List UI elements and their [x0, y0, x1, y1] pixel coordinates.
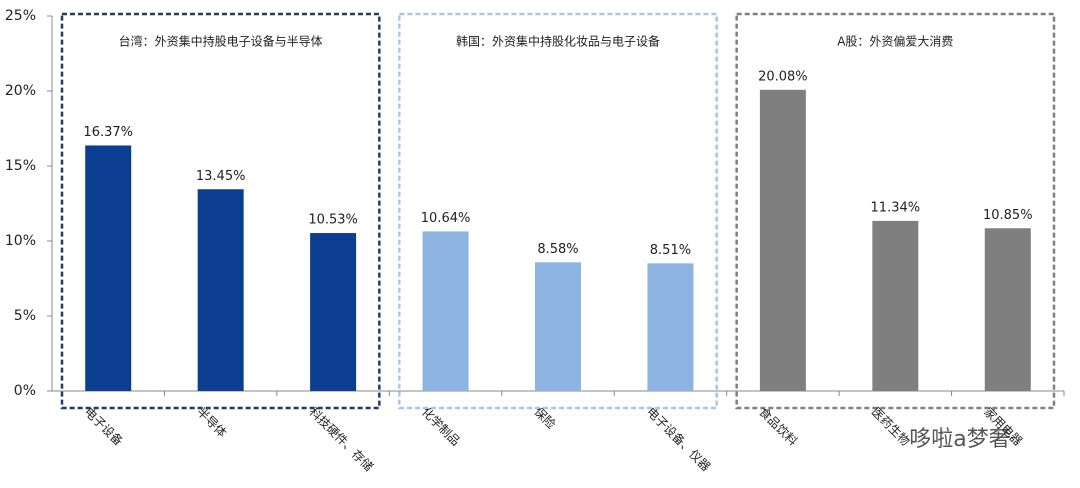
group-box: [398, 12, 718, 410]
bar: [759, 89, 806, 392]
bar: [647, 263, 694, 391]
x-tick-label: 电子设备: [82, 405, 126, 449]
value-label: 16.37%: [83, 125, 133, 140]
bar: [310, 233, 357, 391]
bar: [85, 145, 132, 391]
y-tick-label: 25%: [5, 8, 36, 24]
bar: [984, 228, 1031, 391]
value-label: 10.53%: [308, 213, 358, 228]
value-label: 8.51%: [650, 243, 691, 258]
x-tick-label: 医药生物: [869, 405, 913, 449]
group-title: A股：外资偏爱大消费: [837, 34, 953, 49]
value-label: 20.08%: [758, 69, 808, 84]
x-tick-label: 食品饮料: [756, 404, 801, 449]
x-tick-label: 化学制品: [419, 404, 464, 449]
y-tick-label: 5%: [14, 308, 36, 324]
group-box: [60, 12, 381, 410]
y-tick-label: 20%: [5, 83, 36, 99]
y-tick-label: 0%: [14, 383, 36, 399]
y-tick-label: 10%: [5, 233, 36, 249]
value-label: 10.85%: [983, 208, 1033, 223]
value-label: 10.64%: [421, 211, 471, 226]
value-label: 8.58%: [537, 242, 578, 257]
group-box: [735, 12, 1056, 410]
x-tick-label: 科技硬件、存储: [307, 404, 377, 474]
x-tick-label: 电子设备、仪器: [644, 405, 713, 474]
bar: [422, 231, 469, 391]
bar: [197, 189, 244, 391]
value-label: 11.34%: [871, 200, 921, 215]
value-label: 13.45%: [196, 169, 246, 184]
watermark: 哆啦a梦奢: [909, 427, 1010, 452]
group-title: 韩国：外资集中持股化妆品与电子设备: [456, 34, 660, 49]
x-tick-label: 半导体: [194, 405, 229, 440]
y-tick-label: 15%: [5, 158, 36, 174]
bar: [535, 262, 581, 391]
bar: [872, 220, 919, 391]
group-title: 台湾：外资集中持股电子设备与半导体: [119, 34, 323, 49]
